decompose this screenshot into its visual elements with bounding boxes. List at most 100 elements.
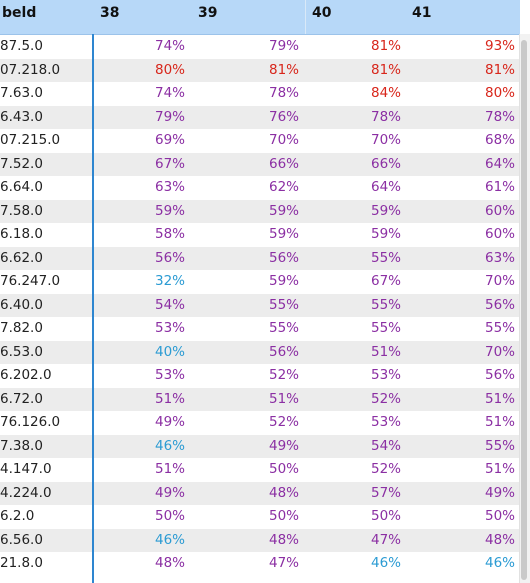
table-row[interactable]: 21.8.0 48% 47% 46% 46% [0, 552, 519, 576]
row-value-week-40: 81% [370, 38, 401, 54]
table-row[interactable]: 76.126.0 49% 52% 53% 51% [0, 411, 519, 435]
table-row[interactable]: 76.247.0 32% 59% 67% 70% [0, 270, 519, 294]
table-row[interactable]: 6.40.0 54% 55% 55% 56% [0, 293, 519, 317]
row-value-week-38: 51% [154, 461, 185, 477]
row-value-week-39: 48% [268, 531, 299, 548]
header-first-column: beld [2, 5, 37, 21]
row-label: 6.56.0 [0, 531, 43, 548]
row-value-week-40: 78% [370, 108, 401, 125]
header-week-38[interactable]: 38 [100, 5, 120, 21]
row-value-week-38: 40% [154, 343, 185, 360]
row-label: 6.64.0 [0, 179, 43, 195]
row-value-week-41: 51% [484, 414, 515, 430]
row-label: 76.126.0 [0, 414, 61, 430]
table-row[interactable]: 7.63.0 74% 78% 84% 80% [0, 82, 519, 106]
row-value-week-41: 51% [484, 461, 515, 477]
row-value-week-38: 74% [154, 85, 185, 101]
table-row[interactable]: 4.147.0 51% 50% 52% 51% [0, 458, 519, 482]
row-label: 87.5.0 [0, 38, 43, 54]
row-value-week-39: 55% [268, 296, 299, 313]
row-value-week-41: 46% [484, 555, 515, 571]
row-value-week-40: 55% [370, 296, 401, 313]
row-value-week-40: 81% [370, 61, 401, 78]
table-row[interactable]: 7.58.0 59% 59% 59% 60% [0, 199, 519, 223]
row-value-week-39: 50% [268, 461, 299, 477]
row-value-week-41: 93% [484, 38, 515, 54]
row-value-week-40: 51% [370, 343, 401, 360]
table-row[interactable]: 6.43.0 79% 76% 78% 78% [0, 105, 519, 129]
row-label: 76.247.0 [0, 273, 61, 289]
row-value-week-40: 67% [370, 273, 401, 289]
row-value-week-38: 53% [154, 367, 185, 383]
table-row[interactable]: 6.62.0 56% 56% 55% 63% [0, 246, 519, 270]
row-value-week-38: 58% [154, 226, 185, 242]
row-label: 6.40.0 [0, 296, 43, 313]
row-value-week-39: 56% [268, 343, 299, 360]
table-row[interactable]: 6.53.0 40% 56% 51% 70% [0, 340, 519, 364]
row-value-week-40: 53% [370, 367, 401, 383]
row-label: 7.82.0 [0, 320, 43, 336]
table-row[interactable]: 07.215.0 69% 70% 70% 68% [0, 129, 519, 153]
row-value-week-38: 49% [154, 484, 185, 501]
row-value-week-39: 48% [268, 484, 299, 501]
row-label: 6.18.0 [0, 226, 43, 242]
row-value-week-39: 59% [268, 202, 299, 219]
row-label: 7.58.0 [0, 202, 43, 219]
row-label: 6.202.0 [0, 367, 52, 383]
row-label: 21.8.0 [0, 555, 43, 571]
row-value-week-39: 81% [268, 61, 299, 78]
row-value-week-41: 68% [484, 132, 515, 148]
row-value-week-40: 52% [370, 461, 401, 477]
row-label: 6.43.0 [0, 108, 43, 125]
row-value-week-38: 67% [154, 155, 185, 172]
row-value-week-41: 61% [484, 179, 515, 195]
row-value-week-38: 46% [154, 531, 185, 548]
table-row[interactable]: 6.56.0 46% 48% 47% 48% [0, 528, 519, 552]
row-value-week-41: 63% [484, 249, 515, 266]
row-value-week-39: 52% [268, 367, 299, 383]
table-row[interactable]: 6.202.0 53% 52% 53% 56% [0, 364, 519, 388]
table-row[interactable]: 6.64.0 63% 62% 64% 61% [0, 176, 519, 200]
row-value-week-38: 59% [154, 202, 185, 219]
table-row[interactable]: 7.82.0 53% 55% 55% 55% [0, 317, 519, 341]
table-row[interactable]: 7.38.0 46% 49% 54% 55% [0, 434, 519, 458]
table-row[interactable]: 07.218.0 80% 81% 81% 81% [0, 58, 519, 82]
row-value-week-39: 51% [268, 390, 299, 407]
row-label: 6.62.0 [0, 249, 43, 266]
row-value-week-41: 78% [484, 108, 515, 125]
row-value-week-40: 46% [370, 555, 401, 571]
row-value-week-39: 59% [268, 273, 299, 289]
row-value-week-38: 80% [154, 61, 185, 78]
table-row[interactable]: 6.18.0 58% 59% 59% 60% [0, 223, 519, 247]
table-row[interactable]: 4.224.0 49% 48% 57% 49% [0, 481, 519, 505]
row-value-week-39: 47% [268, 555, 299, 571]
header-week-40[interactable]: 40 [312, 5, 332, 21]
row-value-week-41: 50% [484, 508, 515, 524]
table-row[interactable]: 6.2.0 50% 50% 50% 50% [0, 505, 519, 529]
row-value-week-38: 51% [154, 390, 185, 407]
table-header: beld 38 39 40 41 [0, 0, 520, 35]
header-week-41[interactable]: 41 [412, 5, 432, 21]
row-value-week-40: 59% [370, 202, 401, 219]
row-value-week-39: 62% [268, 179, 299, 195]
row-value-week-39: 79% [268, 38, 299, 54]
table-row[interactable]: 7.52.0 67% 66% 66% 64% [0, 152, 519, 176]
row-value-week-41: 60% [484, 202, 515, 219]
row-value-week-40: 57% [370, 484, 401, 501]
row-value-week-40: 64% [370, 179, 401, 195]
row-label: 07.215.0 [0, 132, 61, 148]
header-separator [305, 0, 306, 34]
row-value-week-41: 55% [484, 320, 515, 336]
row-label: 6.72.0 [0, 390, 43, 407]
scrollbar-thumb[interactable] [521, 40, 527, 580]
header-week-39[interactable]: 39 [198, 5, 218, 21]
row-value-week-39: 78% [268, 85, 299, 101]
table-row[interactable]: 6.72.0 51% 51% 52% 51% [0, 387, 519, 411]
table-row[interactable]: 87.5.0 74% 79% 81% 93% [0, 35, 519, 59]
row-value-week-41: 49% [484, 484, 515, 501]
row-value-week-38: 69% [154, 132, 185, 148]
row-value-week-40: 47% [370, 531, 401, 548]
row-value-week-38: 49% [154, 414, 185, 430]
row-label: 6.53.0 [0, 343, 43, 360]
row-value-week-41: 60% [484, 226, 515, 242]
